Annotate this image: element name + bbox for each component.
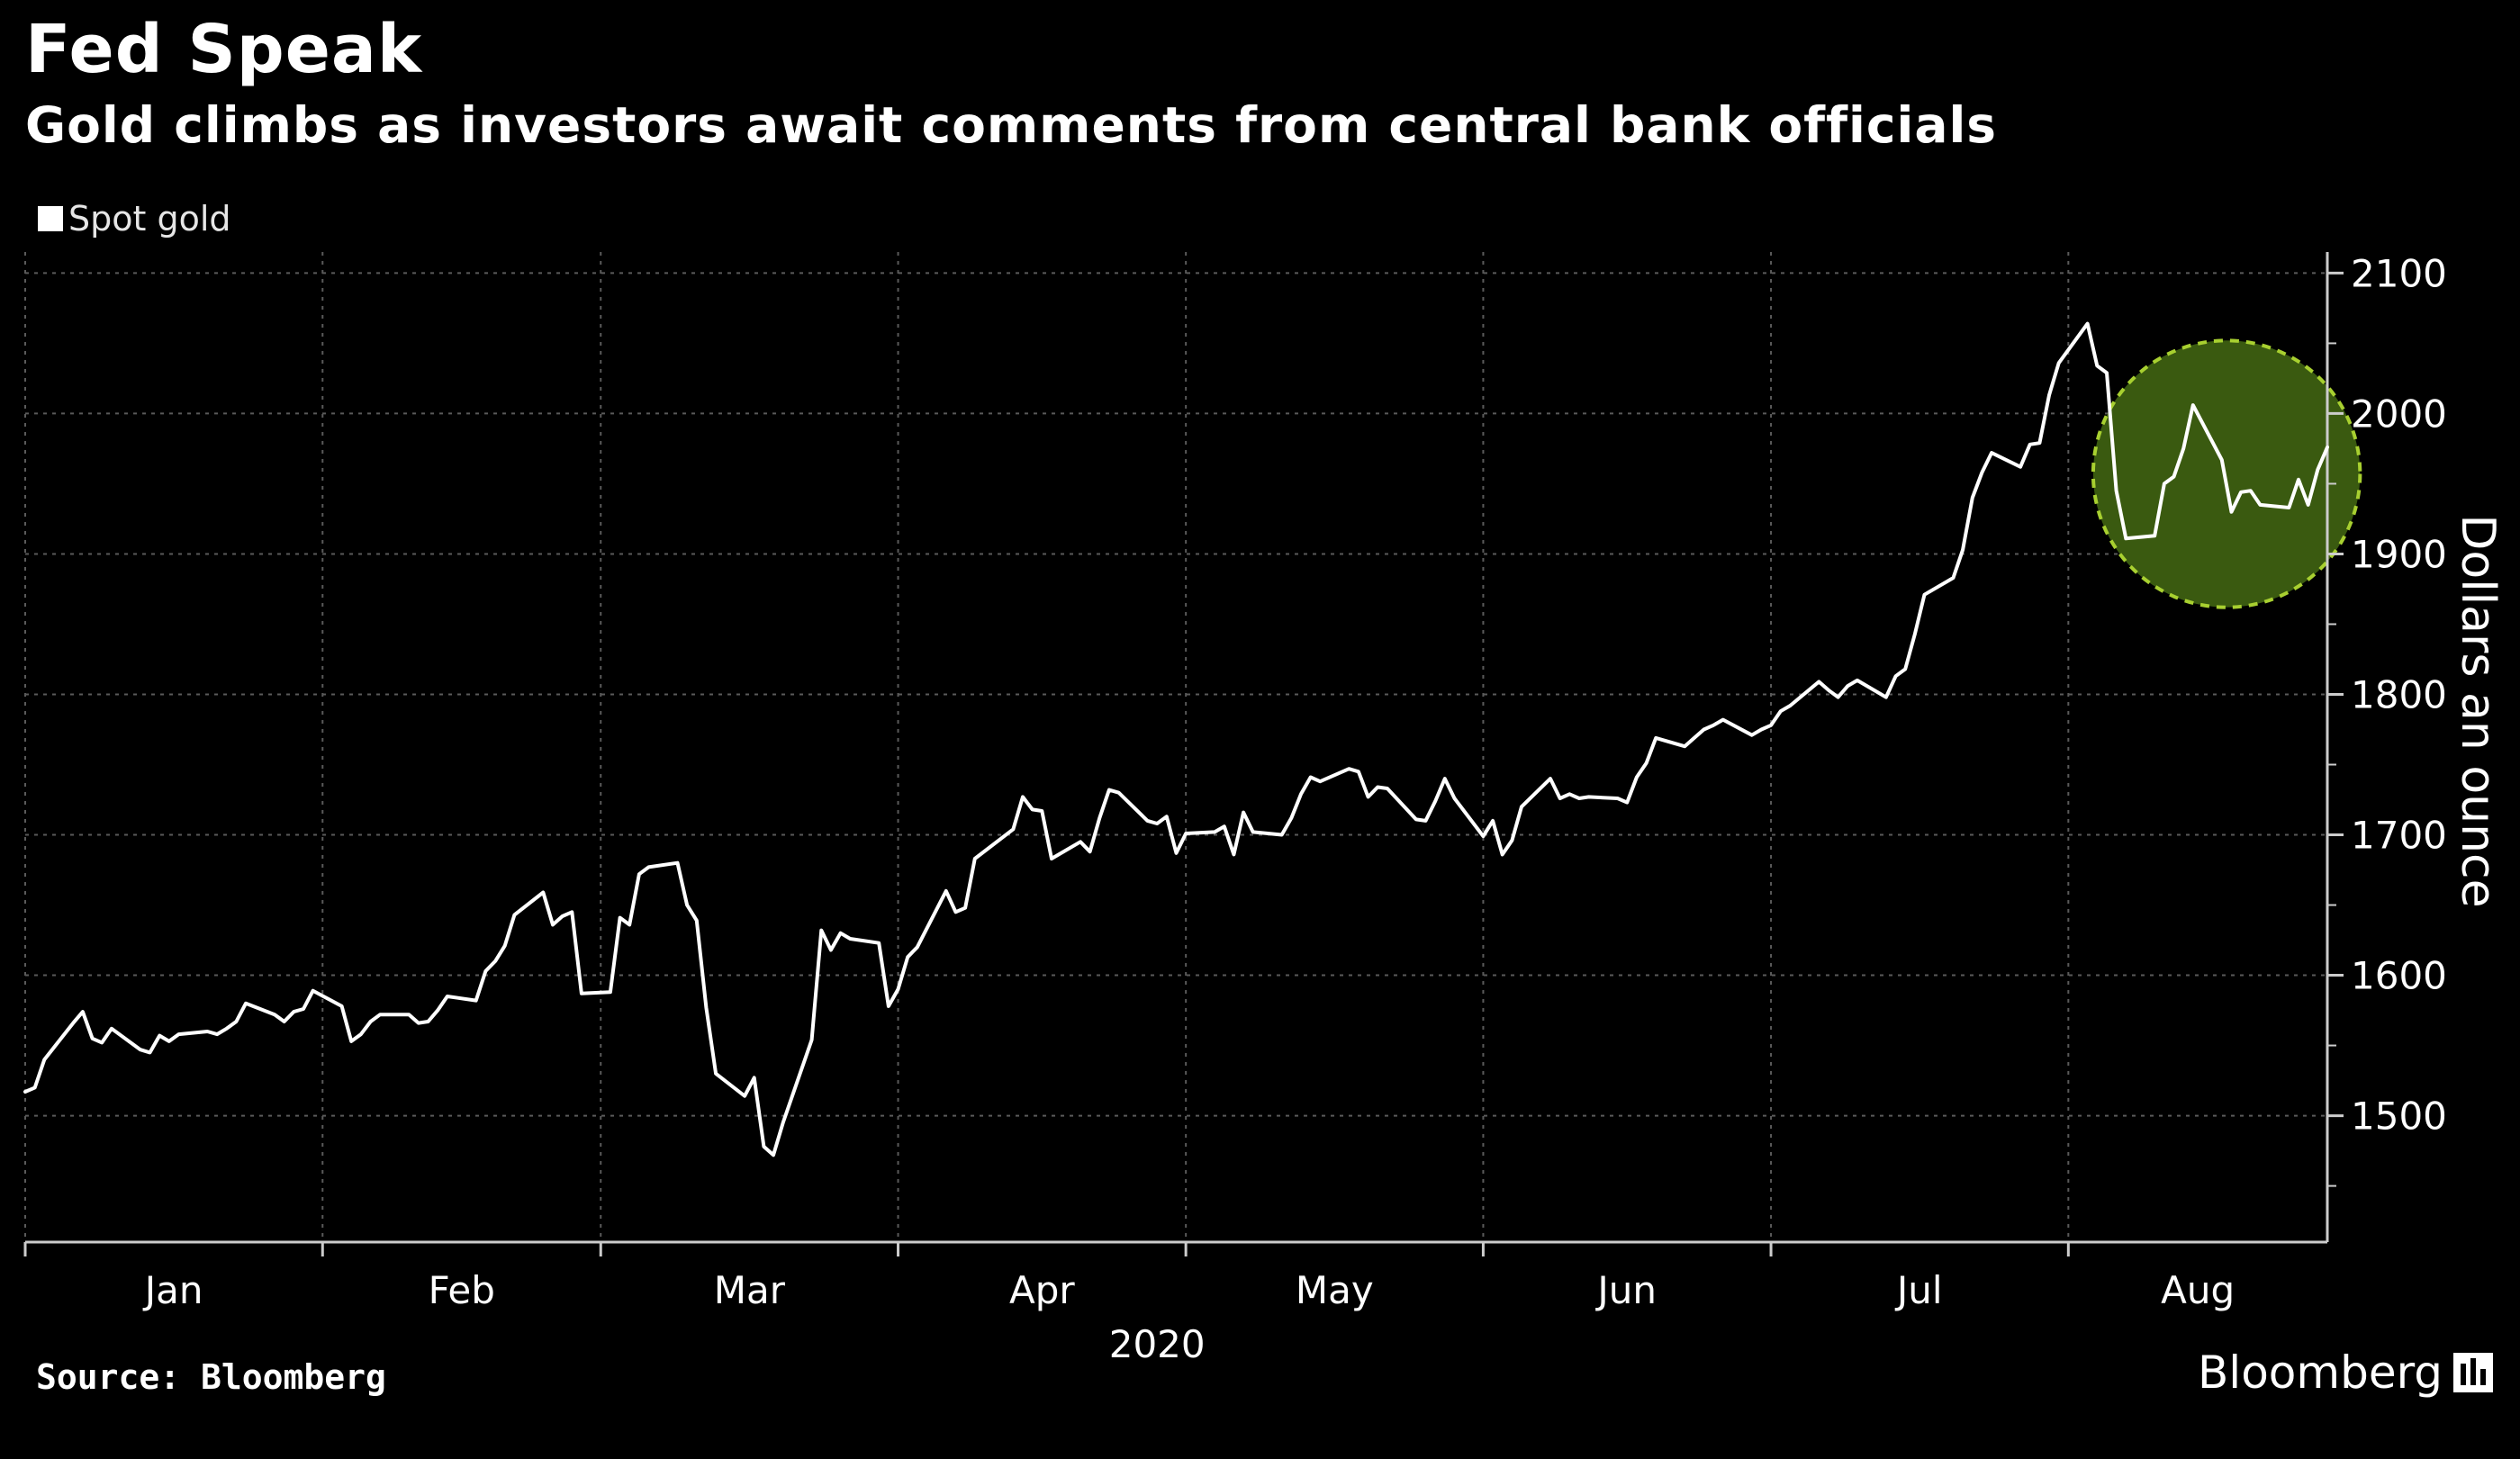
x-axis-title: 2020 [1109,1322,1206,1366]
x-tick-label-aug: Aug [2161,1268,2235,1312]
axis-layer [23,252,2344,1256]
highlight-layer [2091,338,2362,609]
y-tick-label-1800: 1800 [2351,672,2447,716]
grid-layer [24,252,2327,1242]
legend-swatch-spot-gold [38,206,63,231]
y-tick-label-1700: 1700 [2351,814,2447,858]
y-tick-label-2000: 2000 [2351,392,2447,436]
x-tick-label-apr: Apr [1009,1268,1075,1312]
y-tick-label-2100: 2100 [2351,251,2447,295]
bloomberg-logo-icon [2453,1353,2493,1392]
legend-label-spot-gold: Spot gold [68,199,231,239]
label-layer: 1500 1600 1700 1800 1900 2000 2100 Jan Feb Mar Apr… [142,251,2505,1366]
x-tick-label-feb: Feb [429,1268,495,1312]
y-axis-title: Dollars an ounce [2451,514,2505,907]
x-tick-label-mar: Mar [714,1268,786,1312]
x-tick-label-may: May [1296,1268,1374,1312]
x-tick-label-jun: Jun [1594,1268,1657,1312]
x-tick-label-jan: Jan [142,1268,203,1312]
x-tick-label-jul: Jul [1894,1268,1943,1312]
brand-name: Bloomberg [2198,1346,2443,1399]
chart-title: Fed Speak [25,11,423,88]
legend: Spot gold [38,196,231,241]
chart-subtitle: Gold climbs as investors await comments … [25,96,1998,154]
series-line-spot-gold [23,321,2329,1157]
highlight-circle [2091,338,2362,609]
y-tick-label-1600: 1600 [2351,954,2447,998]
y-tick-label-1500: 1500 [2351,1094,2447,1139]
brand: Bloomberg [2198,1346,2493,1399]
source-note: Source: Bloomberg [36,1357,386,1397]
series-layer [23,321,2329,1157]
y-tick-label-1900: 1900 [2351,532,2447,576]
